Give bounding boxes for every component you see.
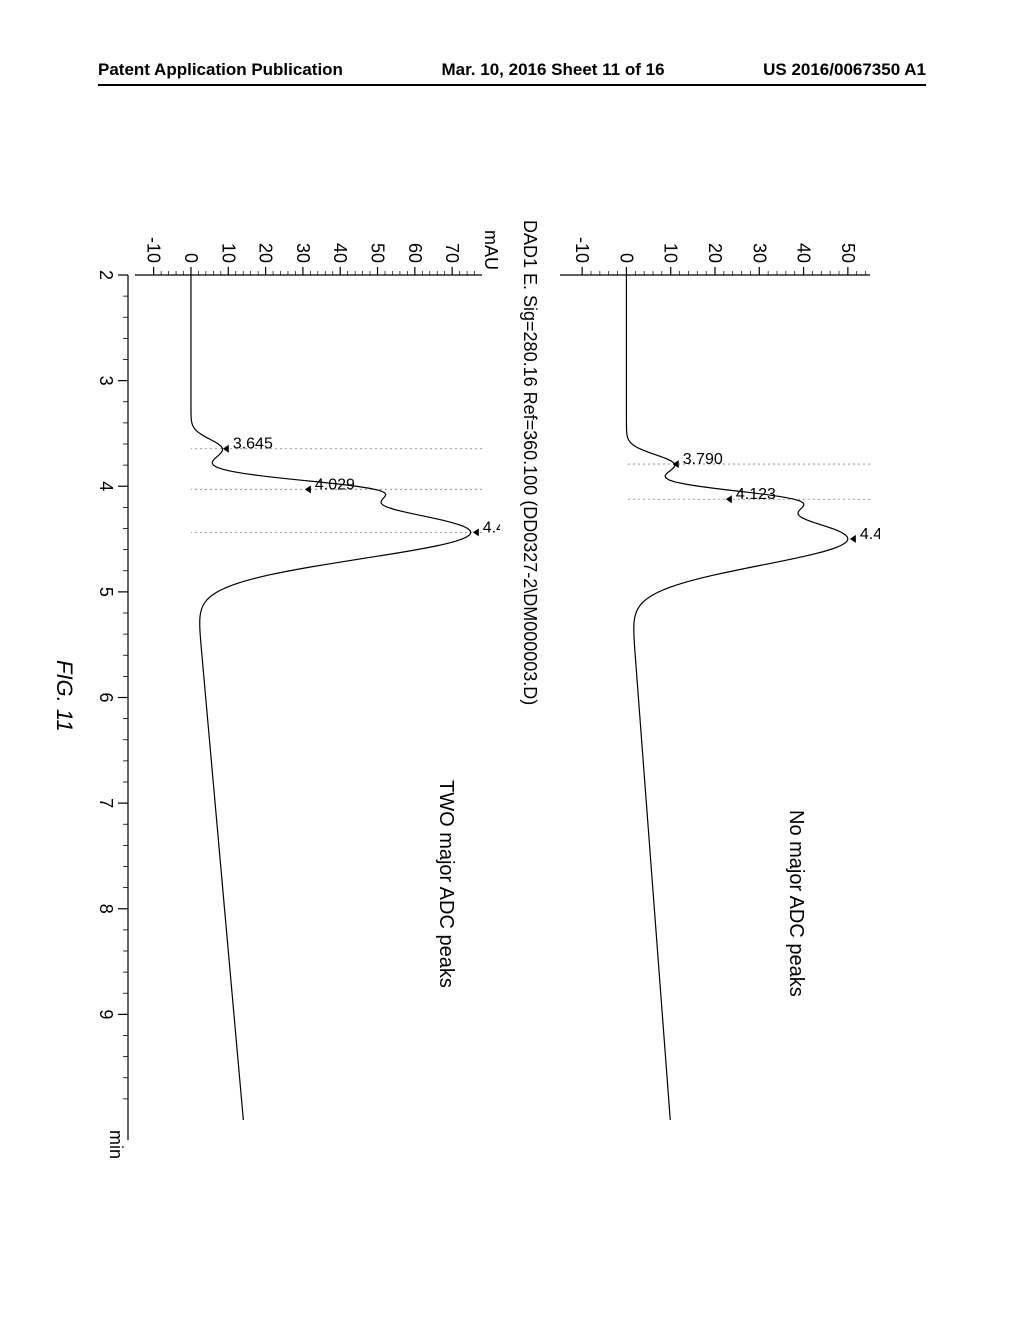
top-chart-svg: -10 0 10 20 30 40 50 3.790 4.123 4.498 No major …: [550, 220, 880, 1160]
svg-text:20: 20: [256, 243, 276, 263]
svg-text:50: 50: [368, 243, 388, 263]
svg-text:30: 30: [749, 243, 769, 263]
top-plot: [626, 275, 870, 1120]
x-axis-ticks: 2 3 4 5 6 7 8 9: [96, 270, 128, 1140]
svg-text:40: 40: [330, 243, 350, 263]
svg-text:3: 3: [96, 376, 116, 386]
top-annotation: No major ADC peaks: [785, 810, 807, 997]
figure-inner: -10 0 10 20 30 40 50 3.790 4.123 4.498 No major …: [120, 160, 900, 1180]
dad-label-container: DAD1 E. Sig=280.16 Ref=360.100 (DD0327-2…: [519, 220, 540, 705]
svg-text:30: 30: [293, 243, 313, 263]
svg-text:4: 4: [96, 481, 116, 491]
patent-header: Patent Application Publication Mar. 10, …: [0, 60, 1024, 80]
svg-text:0: 0: [181, 253, 201, 263]
bottom-plot: [191, 275, 482, 1120]
svg-text:7: 7: [96, 798, 116, 808]
svg-text:4.123: 4.123: [736, 486, 776, 503]
svg-text:20: 20: [705, 243, 725, 263]
bottom-annotation: TWO major ADC peaks: [435, 780, 457, 988]
svg-text:6: 6: [96, 692, 116, 702]
bottom-peak-labels: 3.645 4.029 4.437: [223, 436, 500, 537]
svg-text:10: 10: [218, 243, 238, 263]
svg-text:2: 2: [96, 270, 116, 280]
figure-area: -1001020304050 3.7904.1234.498 No major …: [0, 280, 1020, 1060]
svg-text:-10: -10: [144, 237, 164, 263]
header-center: Mar. 10, 2016 Sheet 11 of 16: [442, 60, 665, 80]
svg-text:0: 0: [616, 253, 636, 263]
header-left: Patent Application Publication: [98, 60, 343, 80]
svg-text:4.029: 4.029: [315, 476, 355, 493]
bottom-chart-svg: mAU -10 0 10 20 30 40 50 60 70 3.645 4.029 4.437 T…: [130, 220, 500, 1160]
svg-text:60: 60: [405, 243, 425, 263]
svg-text:70: 70: [442, 243, 462, 263]
svg-text:40: 40: [794, 243, 814, 263]
bottom-chart-panel: mAU -10 0 10 20 30 40 50 60 70 3.645 4.029 4.437 T…: [130, 220, 500, 1160]
svg-text:8: 8: [96, 904, 116, 914]
header-right: US 2016/0067350 A1: [763, 60, 926, 80]
svg-text:10: 10: [661, 243, 681, 263]
figure-caption-svg: FIG. 11: [45, 660, 85, 860]
header-divider: [98, 84, 926, 86]
top-peak-labels: 3.790 4.123 4.498: [673, 451, 880, 543]
svg-text:3.790: 3.790: [683, 451, 723, 468]
svg-text:4.498: 4.498: [860, 526, 880, 543]
dad-label: DAD1 E. Sig=280.16 Ref=360.100 (DD0327-2…: [520, 220, 540, 705]
x-axis-unit: min: [106, 1130, 126, 1159]
svg-text:4.437: 4.437: [483, 519, 500, 536]
top-y-axis: -10 0 10 20 30 40 50: [560, 237, 870, 1140]
svg-text:3.645: 3.645: [233, 436, 273, 453]
svg-text:9: 9: [96, 1009, 116, 1019]
bottom-y-axis: -10 0 10 20 30 40 50 60 70: [135, 237, 482, 1140]
svg-text:5: 5: [96, 587, 116, 597]
svg-text:50: 50: [838, 243, 858, 263]
figure-caption: FIG. 11: [52, 660, 77, 732]
top-chart-panel: -10 0 10 20 30 40 50 3.790 4.123 4.498 No major …: [550, 220, 880, 1160]
y-axis-label: mAU: [481, 230, 500, 270]
svg-text:-10: -10: [572, 237, 592, 263]
